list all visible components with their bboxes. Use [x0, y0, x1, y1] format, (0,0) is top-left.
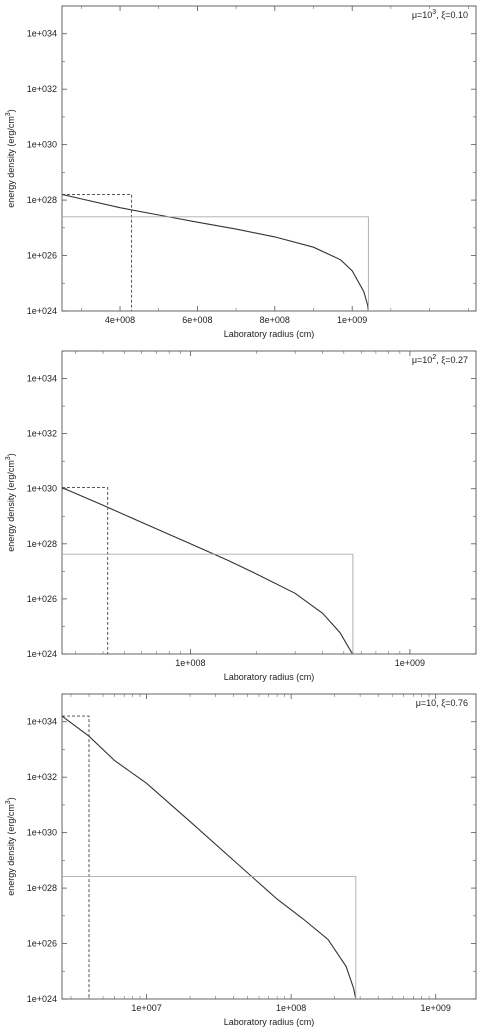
series-main-curve: [62, 193, 369, 311]
plot-frame: [61, 693, 477, 1000]
y-tick-label: 1e+026: [27, 939, 57, 949]
y-tick-label: 1e+028: [27, 883, 57, 893]
x-axis-title: Laboratory radius (cm): [224, 329, 315, 339]
x-tick-label: 4e+008: [105, 315, 135, 325]
series-light-line: [62, 876, 357, 999]
y-tick-label: 1e+030: [27, 484, 57, 494]
y-tick-label: 1e+028: [27, 539, 57, 549]
x-tick-label: 6e+008: [182, 315, 212, 325]
chart-panel-1: 1e+024 1e+026 1e+028 1e+030 1e+032 1e+034 4e+0…: [0, 0, 491, 345]
x-tick-label: 1e+009: [395, 658, 425, 668]
series-dashed-line: [62, 193, 133, 311]
x-tick-label: 1e+007: [131, 1003, 161, 1013]
chart-panel-2: 1e+024 1e+026 1e+028 1e+030 1e+032 1e+034 1e+0…: [0, 345, 491, 688]
legend-label: μ=10, ξ=0.76: [416, 698, 468, 708]
y-tick-label: 1e+024: [27, 649, 57, 659]
x-tick-label: 1e+008: [276, 1003, 306, 1013]
y-tick-label: 1e+034: [27, 717, 57, 727]
y-axis-title: energy density (erg/cm3): [5, 109, 16, 207]
legend-label: μ=103, ξ=0.10: [412, 9, 468, 20]
series-light-line: [62, 216, 369, 311]
y-tick-label: 1e+034: [27, 29, 57, 39]
legend-label: μ=102, ξ=0.27: [412, 354, 468, 365]
chart-panel-3: 1e+024 1e+026 1e+028 1e+030 1e+032 1e+034 1e+0…: [0, 688, 491, 1033]
y-tick-label: 1e+030: [27, 140, 57, 150]
y-tick-label: 1e+026: [27, 594, 57, 604]
plot-frame: [61, 350, 477, 655]
y-tick-label: 1e+030: [27, 828, 57, 838]
series-main-curve: [62, 715, 357, 999]
y-tick-label: 1e+026: [27, 251, 57, 261]
y-axis-title: energy density (erg/cm3): [5, 797, 16, 895]
y-axis-title: energy density (erg/cm3): [5, 453, 16, 551]
x-tick-label: 8e+008: [260, 315, 290, 325]
series-main-curve: [62, 487, 354, 654]
chart-svg-1: 1e+024 1e+026 1e+028 1e+030 1e+032 1e+034 4e+0…: [5, 5, 477, 339]
x-tick-label: 1e+008: [175, 658, 205, 668]
y-tick-label: 1e+028: [27, 195, 57, 205]
series-light-line: [62, 553, 354, 654]
y-tick-label: 1e+024: [27, 306, 57, 316]
y-tick-label: 1e+024: [27, 994, 57, 1004]
x-tick-label: 1e+009: [421, 1003, 451, 1013]
x-axis-title: Laboratory radius (cm): [224, 672, 315, 682]
series-dashed-line: [62, 715, 90, 999]
chart-svg-2: 1e+024 1e+026 1e+028 1e+030 1e+032 1e+034 1e+0…: [5, 350, 477, 682]
series-dashed-line: [62, 487, 109, 654]
y-tick-label: 1e+032: [27, 84, 57, 94]
plot-frame: [61, 5, 477, 312]
x-axis-title: Laboratory radius (cm): [224, 1017, 315, 1027]
x-tick-label: 1e+009: [337, 315, 367, 325]
y-tick-label: 1e+032: [27, 772, 57, 782]
chart-svg-3: 1e+024 1e+026 1e+028 1e+030 1e+032 1e+034 1e+0…: [5, 693, 477, 1027]
y-tick-label: 1e+034: [27, 374, 57, 384]
y-tick-label: 1e+032: [27, 429, 57, 439]
